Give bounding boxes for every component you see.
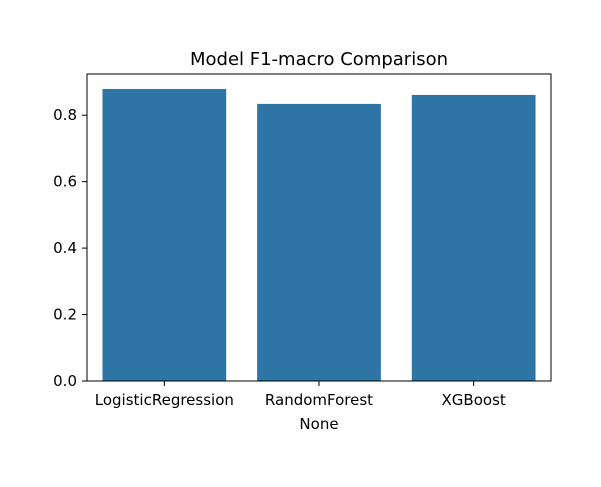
y-tick-label: 0.2 — [53, 306, 77, 324]
bars-layer — [102, 88, 536, 382]
y-tick-label: 0.8 — [53, 106, 77, 124]
y-tick-label: 0.4 — [53, 239, 77, 257]
bar-logisticregression — [102, 88, 227, 382]
x-tick-label: RandomForest — [265, 391, 373, 409]
y-axis: 0.0 0.2 0.4 0.6 0.8 — [53, 106, 87, 390]
chart-title: Model F1-macro Comparison — [190, 49, 448, 70]
plot-frame — [86, 73, 552, 382]
x-tick-label: LogisticRegression — [95, 391, 234, 409]
x-axis: LogisticRegression RandomForest XGBoost — [95, 381, 506, 409]
y-tick-label: 0.0 — [53, 372, 77, 390]
x-axis-label: None — [299, 415, 338, 433]
y-tick-label: 0.6 — [53, 173, 77, 191]
bar-xgboost — [411, 94, 536, 381]
x-tick-label: XGBoost — [442, 391, 506, 409]
bar-randomforest — [257, 103, 381, 382]
